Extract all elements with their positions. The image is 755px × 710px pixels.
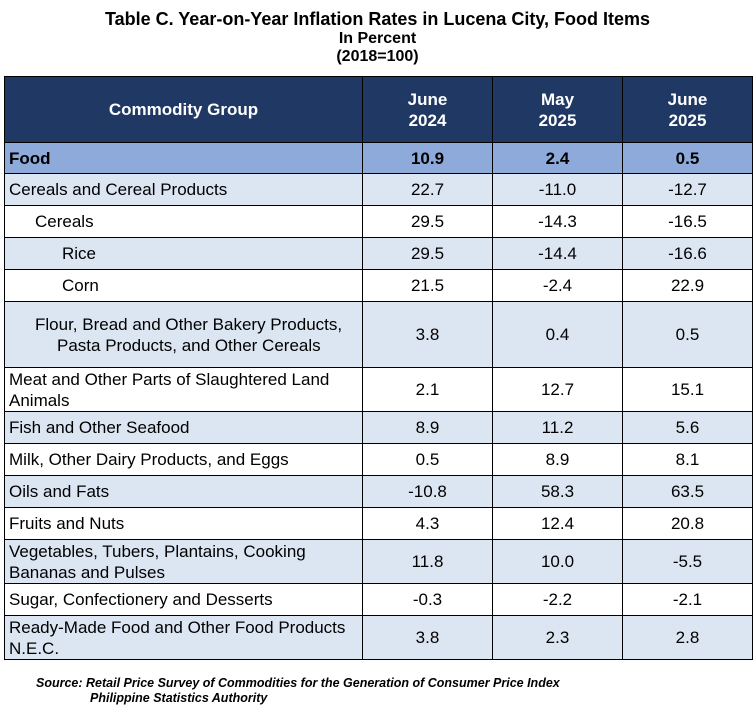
table-subtitle: In Percent (338, 30, 417, 47)
value-june-2024: 22.7 (362, 173, 493, 206)
value-may-2025: 2.4 (492, 142, 623, 174)
commodity-label: Cereals and Cereal Products (4, 173, 363, 206)
value-may-2025: 8.9 (492, 443, 623, 476)
table-row: Cereals 29.5 -14.3 -16.5 (4, 205, 753, 238)
value-june-2025: 63.5 (622, 475, 753, 508)
commodity-label: Ready-Made Food and Other Food Products … (4, 615, 363, 660)
table-base-year: (2018=100) (336, 48, 419, 65)
value-june-2025: 15.1 (622, 367, 753, 412)
commodity-label: Flour, Bread and Other Bakery Products, … (4, 301, 363, 368)
commodity-label: Cereals (4, 205, 363, 238)
value-june-2024: 3.8 (362, 301, 493, 368)
table-row: Meat and Other Parts of Slaughtered Land… (4, 367, 753, 412)
value-june-2025: 20.8 (622, 507, 753, 540)
value-june-2025: -16.6 (622, 237, 753, 270)
table-row: Milk, Other Dairy Products, and Eggs 0.5 8… (4, 443, 753, 476)
table-row: Sugar, Confectionery and Desserts -0.3 -2.… (4, 583, 753, 616)
column-header-june-2024: June 2024 (362, 76, 493, 143)
table-row: Oils and Fats -10.8 58.3 63.5 (4, 475, 753, 508)
value-june-2024: 3.8 (362, 615, 493, 660)
source-line-1: Source: Retail Price Survey of Commoditi… (36, 676, 560, 690)
table-row: Food 10.9 2.4 0.5 (4, 142, 753, 174)
commodity-label: Milk, Other Dairy Products, and Eggs (4, 443, 363, 476)
value-may-2025: 0.4 (492, 301, 623, 368)
commodity-label: Food (4, 142, 363, 174)
value-june-2024: 11.8 (362, 539, 493, 584)
table-title-block: Table C. Year-on-Year Inflation Rates in… (0, 0, 755, 66)
value-may-2025: -14.3 (492, 205, 623, 238)
column-header-commodity-group: Commodity Group (4, 76, 363, 143)
value-june-2024: 4.3 (362, 507, 493, 540)
table-row: Rice 29.5 -14.4 -16.6 (4, 237, 753, 270)
value-june-2025: 22.9 (622, 269, 753, 302)
commodity-label: Oils and Fats (4, 475, 363, 508)
commodity-label: Rice (4, 237, 363, 270)
commodity-label: Corn (4, 269, 363, 302)
inflation-table: Commodity Group June 2024 May 2025 June 202… (4, 76, 753, 660)
value-may-2025: 10.0 (492, 539, 623, 584)
table-row: Vegetables, Tubers, Plantains, Cooking B… (4, 539, 753, 584)
source-note: Source: Retail Price Survey of Commoditi… (36, 676, 560, 706)
column-header-may-2025: May 2025 (492, 76, 623, 143)
source-line-2: Philippine Statistics Authority (90, 691, 268, 705)
column-header-june-2025: June 2025 (622, 76, 753, 143)
table-title: Table C. Year-on-Year Inflation Rates in… (104, 9, 651, 29)
value-may-2025: -14.4 (492, 237, 623, 270)
table-row: Ready-Made Food and Other Food Products … (4, 615, 753, 660)
value-june-2024: 29.5 (362, 237, 493, 270)
value-june-2024: 2.1 (362, 367, 493, 412)
table-row: Fish and Other Seafood 8.9 11.2 5.6 (4, 411, 753, 444)
value-june-2025: -5.5 (622, 539, 753, 584)
value-june-2025: 5.6 (622, 411, 753, 444)
value-june-2025: -2.1 (622, 583, 753, 616)
commodity-label: Meat and Other Parts of Slaughtered Land… (4, 367, 363, 412)
value-june-2025: 2.8 (622, 615, 753, 660)
header-row: Commodity Group June 2024 May 2025 June 202… (4, 76, 753, 143)
value-june-2024: 8.9 (362, 411, 493, 444)
value-june-2024: 21.5 (362, 269, 493, 302)
value-june-2024: -0.3 (362, 583, 493, 616)
value-june-2024: 10.9 (362, 142, 493, 174)
value-may-2025: 58.3 (492, 475, 623, 508)
value-june-2025: -16.5 (622, 205, 753, 238)
value-may-2025: 2.3 (492, 615, 623, 660)
value-may-2025: -2.2 (492, 583, 623, 616)
table-row: Cereals and Cereal Products 22.7 -11.0 -12.… (4, 173, 753, 206)
value-june-2024: 29.5 (362, 205, 493, 238)
table-row: Corn 21.5 -2.4 22.9 (4, 269, 753, 302)
value-may-2025: 12.4 (492, 507, 623, 540)
value-may-2025: -2.4 (492, 269, 623, 302)
commodity-label: Fruits and Nuts (4, 507, 363, 540)
value-may-2025: -11.0 (492, 173, 623, 206)
value-june-2025: -12.7 (622, 173, 753, 206)
table-row: Flour, Bread and Other Bakery Products, … (4, 301, 753, 368)
commodity-label: Vegetables, Tubers, Plantains, Cooking B… (4, 539, 363, 584)
commodity-label: Fish and Other Seafood (4, 411, 363, 444)
value-june-2024: -10.8 (362, 475, 493, 508)
value-june-2025: 0.5 (622, 142, 753, 174)
value-may-2025: 11.2 (492, 411, 623, 444)
value-june-2024: 0.5 (362, 443, 493, 476)
value-june-2025: 8.1 (622, 443, 753, 476)
table-row: Fruits and Nuts 4.3 12.4 20.8 (4, 507, 753, 540)
value-may-2025: 12.7 (492, 367, 623, 412)
value-june-2025: 0.5 (622, 301, 753, 368)
commodity-label: Sugar, Confectionery and Desserts (4, 583, 363, 616)
